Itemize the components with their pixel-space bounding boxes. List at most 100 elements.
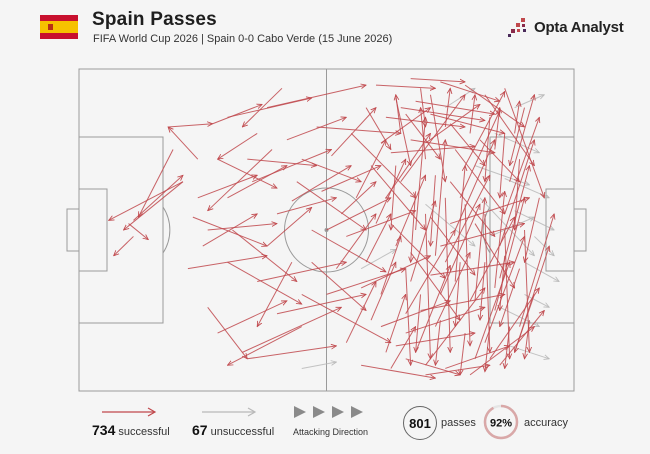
successful-pass-155 [450,198,529,225]
successful-pass-93 [276,198,336,215]
successful-pass-95 [326,198,391,231]
successful-pass-15 [208,149,273,211]
successful-pass-112 [480,262,486,320]
successful-pass-25 [301,293,391,342]
successful-pass-9 [242,87,283,127]
legend-unsuccessful-arrow [202,407,257,417]
passes-label: passes [441,417,476,429]
successful-pass-65 [525,197,540,262]
successful-pass-94 [296,181,366,230]
left-penalty-arc [162,206,171,254]
successful-pass-31 [380,108,431,144]
legend-successful-arrow [102,407,157,417]
successful-pass-90 [227,166,287,199]
successful-pass-110 [430,175,436,246]
successful-pass-107 [474,223,515,288]
successful-pass-98 [316,126,401,133]
right-goal [573,208,587,252]
successful-pass-38 [410,201,436,282]
successful-pass-59 [515,159,521,230]
successful-pass-132 [425,213,431,359]
successful-pass-1 [124,181,184,230]
successful-pass-154 [440,224,524,247]
successful-pass-60 [500,133,506,197]
successful-pass-63 [500,268,521,327]
successful-pass-127 [434,140,445,256]
successful-pass-158 [415,100,495,114]
attacking-direction-label: Attacking Direction [293,427,369,437]
successful-pass-42 [434,253,471,327]
successful-pass-126 [415,117,426,231]
unsuccessful-passes [301,88,559,369]
successful-pass-49 [474,262,510,359]
successful-pass-44 [444,175,490,263]
successful-pass-115 [435,320,441,365]
successful-pass-157 [400,107,485,121]
successful-pass-7 [168,124,213,128]
successful-pass-122 [444,88,450,128]
successful-pass-34 [449,123,485,166]
successful-pass-143 [380,301,450,328]
successful-pass-21 [242,306,341,353]
successful-pass-105 [454,149,505,214]
successful-pass-73 [380,236,401,295]
successful-pass-106 [479,139,520,182]
unsuccessful-count: 67 [192,422,208,438]
flag-emblem [48,24,53,30]
left-penalty-box [78,136,164,324]
successful-pass-3 [128,223,149,240]
successful-pass-40 [415,265,451,353]
successful-pass-152 [420,294,505,311]
successful-pass-96 [311,261,366,310]
successful-pass-4 [138,149,174,218]
successful-pass-55 [509,95,535,182]
successful-pass-109 [411,191,417,262]
left-goal [66,208,80,252]
successful-pass-92 [202,214,257,247]
successful-pass-20 [207,306,248,359]
successful-label: successful [118,426,170,438]
passes-value: 801 [409,415,431,431]
unsuccessful-pass-11 [301,362,337,369]
successful-pass-136 [504,229,510,359]
successful-pass-159 [430,113,504,133]
successful-pass-151 [405,307,485,334]
spain-flag [40,15,78,39]
legend-successful: 734 successful [92,422,170,438]
successful-pass-37 [395,175,426,247]
legend-unsuccessful: 67 unsuccessful [192,422,274,438]
unsuccessful-pass-14 [524,293,550,307]
successful-pass-12 [218,132,258,159]
successful-pass-17 [266,207,312,247]
accuracy-arc [483,404,519,440]
centre-circle [284,187,369,273]
successful-pass-50 [484,236,525,343]
successful-pass-156 [385,116,465,127]
successful-pass-75 [355,140,386,199]
successful-pass-67 [390,327,416,369]
successful-pass-85 [464,84,524,127]
left-six-yard-box [78,188,108,272]
successful-pass-120 [396,95,402,134]
successful-pass-46 [459,111,501,199]
legend: 734 successful 67 unsuccessful Attacking D… [0,398,650,454]
successful-pass-99 [350,133,415,197]
successful-pass-83 [361,364,435,378]
successful-count: 734 [92,422,116,438]
successful-pass-101 [390,223,445,279]
successful-pass-149 [321,166,381,192]
successful-pass-62 [510,107,525,166]
brand-name: Opta Analyst [534,18,624,36]
successful-pass-114 [416,294,422,352]
successful-pass-124 [494,108,500,150]
accuracy-label: accuracy [524,417,569,429]
successful-pass-43 [439,204,481,295]
successful-pass-81 [469,327,534,376]
successful-pass-68 [395,97,411,166]
successful-pass-61 [485,117,491,181]
successful-pass-116 [460,332,466,375]
successful-pass-71 [375,159,407,224]
pass-map [66,68,587,392]
successful-pass-128 [454,166,465,282]
successful-pass-145 [207,224,277,231]
